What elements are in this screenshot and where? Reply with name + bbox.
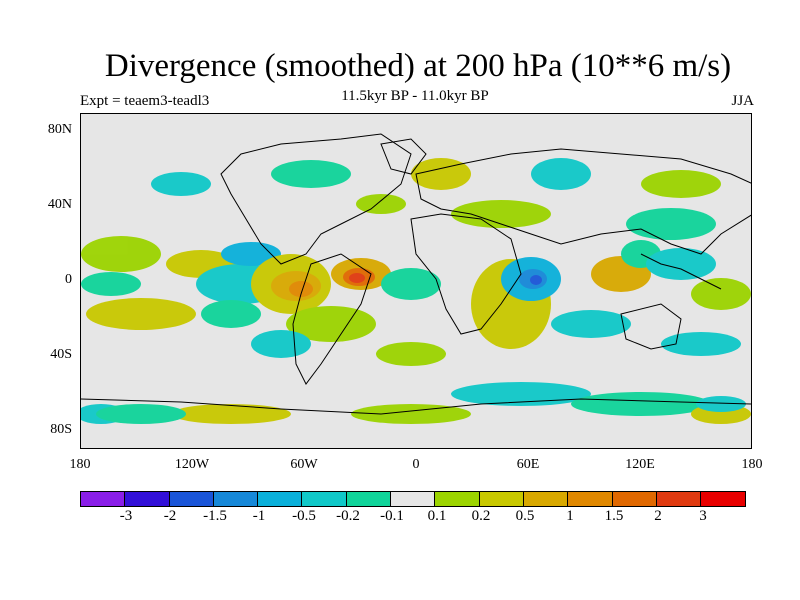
colorbar-label: -1 — [252, 508, 266, 524]
lon-label-180w: 180 — [69, 457, 91, 472]
colorbar-swatch — [568, 492, 613, 506]
colorbar-label: -3 — [119, 508, 133, 524]
colorbar-label: 1 — [566, 508, 574, 524]
colorbar-swatch — [656, 492, 702, 506]
colorbar-swatch — [701, 492, 746, 506]
experiment-label: Expt = teaem3-teadl3 — [80, 93, 210, 109]
colorbar-swatch — [435, 492, 480, 506]
lat-label-80n: 80N — [47, 122, 72, 137]
colorbar-label: 0.5 — [515, 508, 535, 524]
lat-label-80s: 80S — [50, 422, 72, 437]
colorbar-swatch — [81, 492, 126, 506]
lat-label-eq: 0 — [65, 272, 72, 287]
colorbar-swatch — [125, 492, 170, 506]
colorbar-label: -0.2 — [336, 508, 360, 524]
colorbar-label: -1.5 — [203, 508, 227, 524]
colorbar-label: -0.5 — [292, 508, 316, 524]
period-label: 11.5kyr BP - 11.0kyr BP — [341, 88, 489, 104]
colorbar-swatch — [258, 492, 303, 506]
map-title: Divergence (smoothed) at 200 hPa (10**6 … — [104, 48, 732, 84]
colorbar-label: -0.1 — [380, 508, 404, 524]
lon-label-180e: 180 — [741, 457, 763, 472]
colorbar-label: 1.5 — [604, 508, 624, 524]
lon-label-60w: 60W — [290, 457, 318, 472]
colorbar-label: 2 — [654, 508, 662, 524]
lon-label-0: 0 — [412, 457, 420, 472]
season-label: JJA — [731, 93, 754, 109]
colorbar-swatch — [346, 492, 392, 506]
colorbar-label: -2 — [163, 508, 177, 524]
colorbar-swatch — [391, 492, 436, 506]
lon-label-60e: 60E — [516, 457, 540, 472]
lat-label-40n: 40N — [47, 197, 72, 212]
lat-label-40s: 40S — [50, 347, 72, 362]
colorbar — [80, 491, 747, 507]
colorbar-swatch — [479, 492, 524, 506]
lon-label-120e: 120E — [625, 457, 655, 472]
divergence-map — [80, 113, 752, 449]
colorbar-swatch — [169, 492, 214, 506]
colorbar-swatch — [523, 492, 569, 506]
colorbar-swatch — [213, 492, 259, 506]
colorbar-label: 0.1 — [427, 508, 447, 524]
colorbar-label: 3 — [699, 508, 707, 524]
colorbar-label: 0.2 — [471, 508, 491, 524]
colorbar-swatch — [302, 492, 347, 506]
map-field — [81, 133, 751, 424]
colorbar-swatch — [612, 492, 657, 506]
lon-label-120w: 120W — [174, 457, 210, 472]
